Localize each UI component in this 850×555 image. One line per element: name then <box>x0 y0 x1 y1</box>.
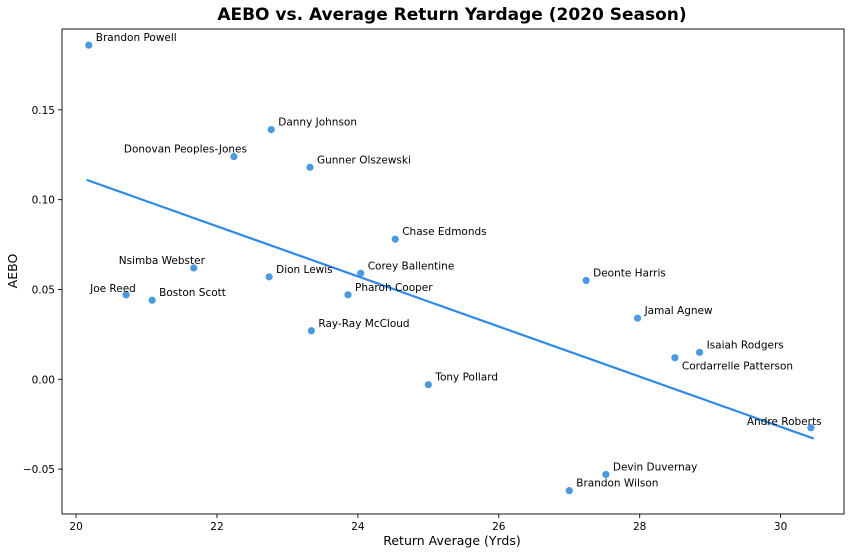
x-tick-label: 30 <box>774 521 787 533</box>
point-label: Chase Edmonds <box>402 226 486 238</box>
data-point <box>671 354 679 362</box>
y-tick-label: 0.05 <box>32 284 55 296</box>
point-label: Deonte Harris <box>593 267 666 279</box>
point-label: Ray-Ray McCloud <box>318 318 409 330</box>
data-point <box>357 269 365 277</box>
point-label: Brandon Powell <box>96 32 177 44</box>
chart-title: AEBO vs. Average Return Yardage (2020 Se… <box>217 5 686 25</box>
x-axis-ticks: 20 22 24 26 28 30 <box>69 514 787 533</box>
regression-line <box>86 178 815 440</box>
point-label: Donovan Peoples-Jones <box>124 144 247 156</box>
data-point <box>190 264 198 272</box>
x-tick-label: 20 <box>69 521 82 533</box>
x-tick-label: 28 <box>633 521 646 533</box>
point-label: Gunner Olszewski <box>317 154 411 166</box>
plot-area-frame <box>61 28 845 515</box>
y-axis-ticks: −0.05 0.00 0.05 0.10 0.15 <box>23 105 62 476</box>
data-point <box>306 163 314 171</box>
x-axis-label: Return Average (Yrds) <box>383 533 521 548</box>
data-point <box>85 41 93 49</box>
y-tick-label: −0.05 <box>23 464 55 476</box>
data-point <box>565 487 573 495</box>
data-point <box>267 125 275 134</box>
point-label: Nsimba Webster <box>119 255 206 267</box>
y-tick-label: 0.00 <box>32 374 55 386</box>
point-label: Corey Ballentine <box>368 260 455 272</box>
x-tick-label: 24 <box>351 521 365 533</box>
x-tick-label: 26 <box>492 521 506 533</box>
point-label: Joe Reed <box>89 283 136 295</box>
point-label: Danny Johnson <box>278 117 357 129</box>
data-point <box>307 327 315 335</box>
y-tick-label: 0.10 <box>32 195 55 207</box>
point-label: Tony Pollard <box>434 372 498 384</box>
point-label: Andre Roberts <box>747 416 822 428</box>
trendline-group <box>86 178 815 440</box>
data-point <box>230 152 238 161</box>
data-point <box>807 424 815 432</box>
data-point <box>391 235 399 243</box>
point-label: Cordarrelle Patterson <box>682 361 793 373</box>
point-label: Dion Lewis <box>276 264 333 276</box>
data-point <box>695 348 704 356</box>
point-label: Isaiah Rodgers <box>707 339 784 351</box>
data-point <box>582 276 590 285</box>
data-point <box>122 291 130 299</box>
point-label: Devin Duvernay <box>613 461 698 473</box>
point-label: Pharoh Cooper <box>355 282 433 294</box>
point-label: Boston Scott <box>159 287 226 299</box>
data-point <box>424 381 432 389</box>
y-axis-label: AEBO <box>5 254 20 289</box>
point-label: Brandon Wilson <box>576 478 658 490</box>
data-point <box>148 296 156 304</box>
data-point-labels: Brandon Powell Danny Johnson Donovan Peopl… <box>89 32 821 489</box>
data-point <box>265 273 273 281</box>
data-point <box>602 470 610 479</box>
data-points <box>85 41 815 495</box>
x-tick-label: 22 <box>210 521 223 533</box>
data-point <box>344 291 352 299</box>
y-tick-label: 0.15 <box>32 105 55 117</box>
data-point <box>633 314 642 322</box>
point-label: Jamal Agnew <box>644 305 713 317</box>
